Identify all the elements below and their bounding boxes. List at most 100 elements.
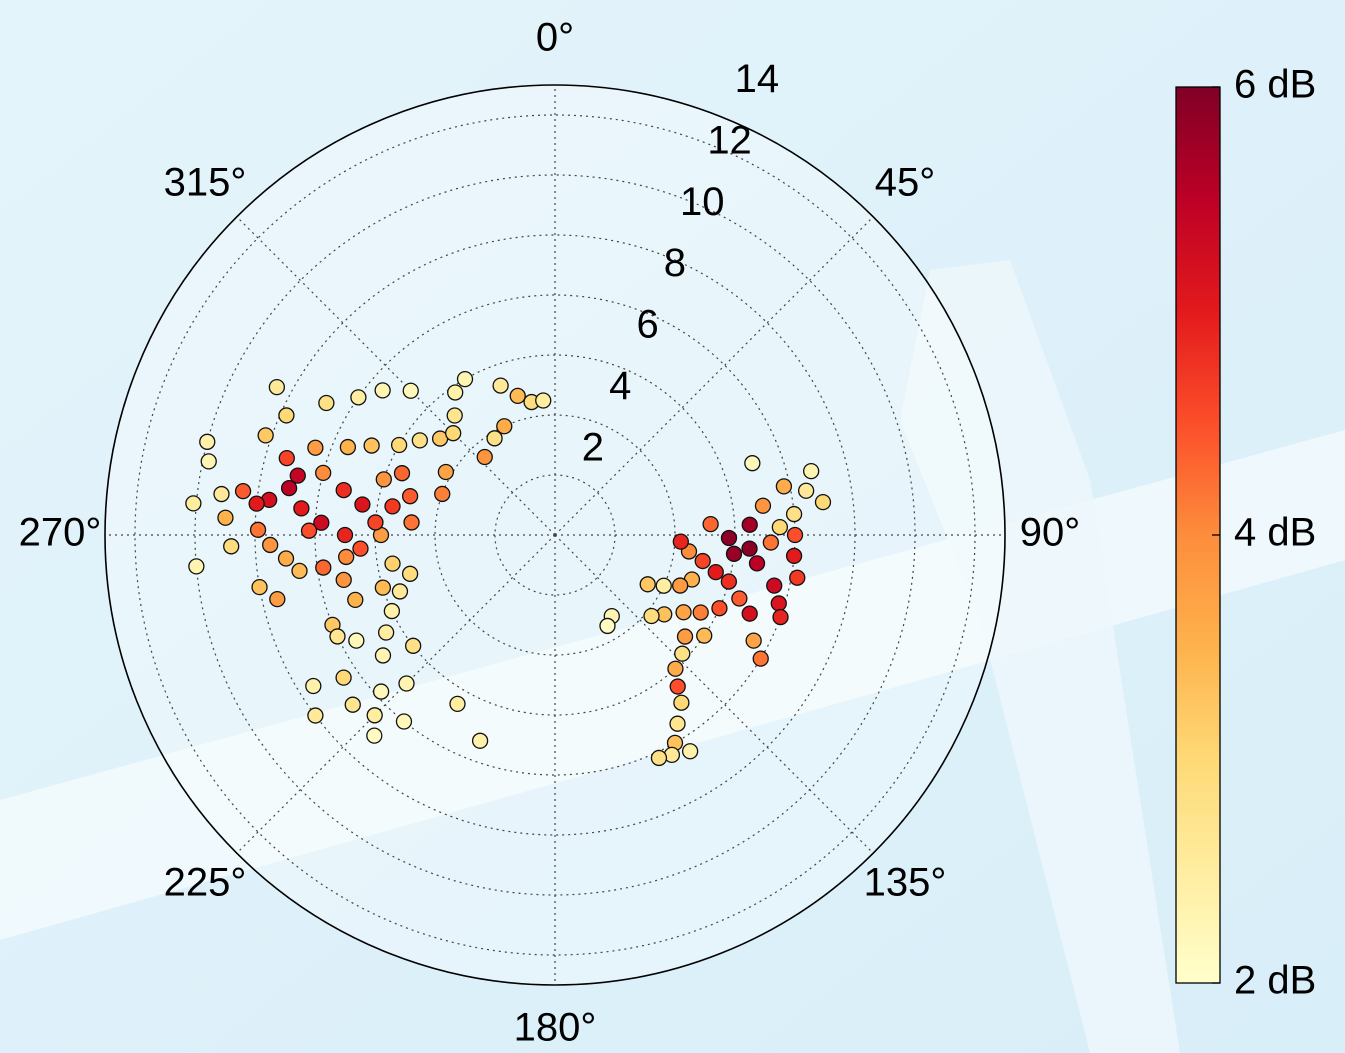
point (335, 669, 352, 686)
point (803, 462, 820, 480)
point (643, 607, 660, 625)
point (188, 558, 205, 575)
point (277, 550, 295, 567)
point (268, 378, 286, 396)
background-shape (900, 260, 1180, 1053)
r-tick-label: 2 (582, 425, 604, 469)
point (446, 407, 463, 424)
point (789, 569, 806, 586)
point (280, 479, 298, 497)
point (249, 521, 267, 538)
point (785, 547, 803, 565)
r-tick-label: 6 (636, 303, 658, 347)
point (398, 675, 415, 692)
point (348, 632, 365, 649)
point (313, 514, 330, 531)
point (771, 518, 789, 536)
point (496, 418, 513, 435)
point (234, 483, 252, 500)
point (754, 497, 772, 514)
point (199, 433, 216, 450)
point (785, 505, 803, 523)
point (350, 389, 367, 406)
point (384, 498, 401, 515)
point (766, 577, 783, 594)
point (372, 683, 390, 700)
colorbar-tick-label: 4 dB (1234, 511, 1316, 555)
r-tick-label: 12 (707, 118, 752, 162)
point (674, 645, 691, 662)
point (401, 565, 419, 582)
point (262, 536, 279, 554)
point (669, 678, 686, 695)
point (745, 632, 762, 649)
point (291, 562, 308, 580)
point (363, 437, 380, 454)
point (402, 382, 419, 399)
point (339, 438, 357, 456)
point (278, 449, 295, 467)
r-tick-label: 14 (735, 57, 780, 101)
point (814, 493, 832, 511)
r-tick-label: 10 (680, 180, 725, 224)
point (599, 617, 616, 635)
point (535, 392, 552, 409)
point (411, 432, 428, 449)
point (185, 495, 202, 512)
point (492, 377, 509, 394)
point (694, 552, 711, 570)
point (675, 604, 692, 621)
point (347, 591, 364, 609)
theta-tick-label: 315° (164, 161, 247, 205)
point (354, 496, 371, 513)
point (251, 578, 268, 596)
outer-circle (104, 84, 1006, 986)
point (655, 577, 672, 594)
point (476, 448, 493, 466)
point (217, 509, 234, 526)
point (318, 394, 335, 412)
point (681, 743, 699, 760)
point (786, 526, 804, 544)
theta-tick-label: 225° (164, 861, 247, 905)
point (366, 707, 383, 724)
point (338, 548, 355, 566)
point (366, 727, 383, 744)
point (696, 627, 713, 644)
point (395, 713, 413, 730)
point (639, 576, 656, 593)
point (374, 382, 391, 399)
point (509, 387, 526, 405)
point (391, 583, 409, 600)
point (315, 464, 332, 482)
point (449, 695, 466, 713)
theta-tick-label: 45° (875, 161, 936, 205)
point (775, 478, 793, 495)
point (672, 533, 689, 550)
point (762, 534, 780, 551)
point (725, 545, 743, 562)
colorbar-tick-label: 2 dB (1234, 959, 1316, 1003)
point (456, 370, 474, 388)
theta-tick-label: 270° (19, 511, 102, 555)
point (741, 516, 758, 533)
point (213, 485, 230, 503)
point (374, 579, 392, 596)
point (486, 430, 503, 447)
point (335, 481, 352, 499)
point (300, 522, 318, 539)
point (752, 650, 769, 667)
point (336, 526, 354, 544)
point (374, 647, 392, 664)
point (669, 715, 686, 732)
point (383, 602, 401, 620)
point (305, 677, 322, 695)
point (401, 488, 419, 505)
point (720, 573, 738, 590)
theta-tick-label: 0° (536, 16, 574, 60)
point (711, 600, 728, 617)
point (741, 540, 758, 557)
point (797, 482, 815, 499)
